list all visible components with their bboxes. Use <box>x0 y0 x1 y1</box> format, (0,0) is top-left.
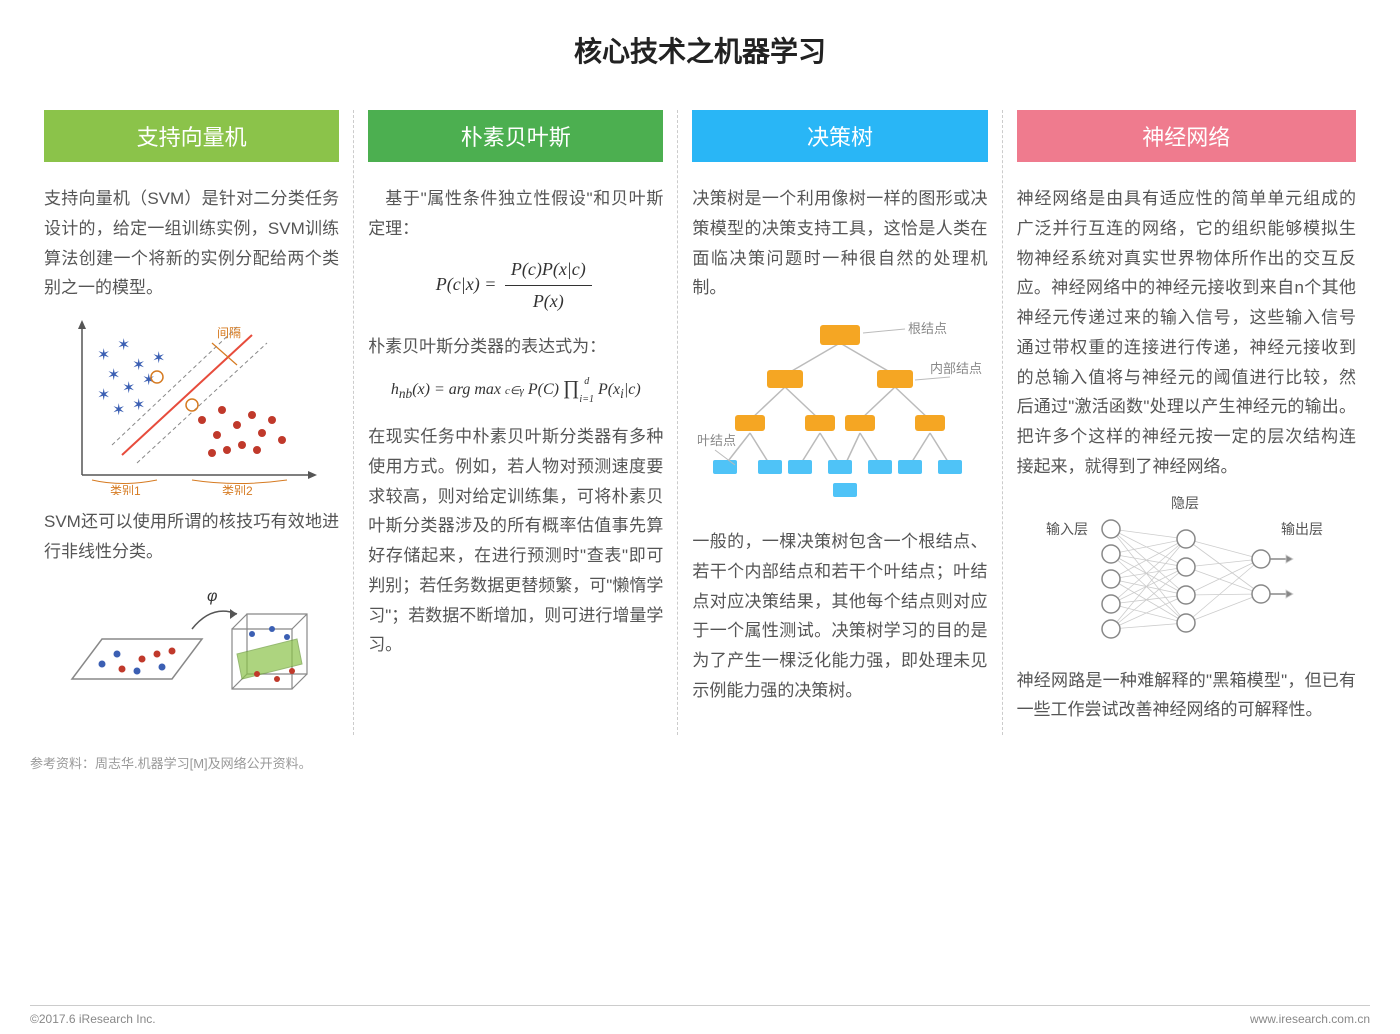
svg-text:✶: ✶ <box>152 350 165 367</box>
svm-paragraph-1: 支持向量机（SVM）是针对二分类任务设计的，给定一组训练实例，SVM训练算法创建… <box>44 184 339 303</box>
nn-hidden-label: 隐层 <box>1171 495 1199 511</box>
svm-kernel-diagram: φ <box>44 579 339 719</box>
svg-text:✶: ✶ <box>142 372 155 389</box>
nn-input-label: 输入层 <box>1046 521 1088 537</box>
columns-container: 支持向量机 支持向量机（SVM）是针对二分类任务设计的，给定一组训练实例，SVM… <box>30 110 1370 735</box>
nn-diagram: 隐层 输入层 输出层 <box>1017 494 1356 654</box>
header-tree: 决策树 <box>692 110 987 162</box>
header-nn: 神经网络 <box>1017 110 1356 162</box>
svg-text:✶: ✶ <box>107 367 120 384</box>
bayes-paragraph-1: 基于"属性条件独立性假设"和贝叶斯定理： <box>368 184 663 244</box>
svg-text:✶: ✶ <box>132 397 145 414</box>
decision-tree-diagram: 根结点 内部结点 叶结点 <box>692 315 987 515</box>
svg-text:✶: ✶ <box>112 402 125 419</box>
tree-internal-label: 内部结点 <box>930 361 982 376</box>
header-svm: 支持向量机 <box>44 110 339 162</box>
column-svm: 支持向量机 支持向量机（SVM）是针对二分类任务设计的，给定一组训练实例，SVM… <box>30 110 354 735</box>
tree-root-label: 根结点 <box>908 321 947 336</box>
tree-paragraph-2: 一般的，一棵决策树包含一个根结点、若干个内部结点和若干个叶结点；叶结点对应决策结… <box>692 527 987 706</box>
svg-text:✶: ✶ <box>122 380 135 397</box>
nn-paragraph-1: 神经网络是由具有适应性的简单单元组成的广泛并行互连的网络，它的组织能够模拟生物神… <box>1017 184 1356 482</box>
copyright-text: ©2017.6 iResearch Inc. <box>30 1012 156 1026</box>
svm-paragraph-2: SVM还可以使用所谓的核技巧有效地进行非线性分类。 <box>44 507 339 567</box>
svm-margin-label: 间隔 <box>217 326 241 340</box>
column-bayes: 朴素贝叶斯 基于"属性条件独立性假设"和贝叶斯定理： P(c|x) = P(c)… <box>354 110 678 735</box>
bayes-formula-1: P(c|x) = P(c)P(x|c) P(x) <box>368 254 663 318</box>
svm-class1-label: 类别1 <box>110 484 141 495</box>
reference-note: 参考资料：周志华.机器学习[M]及网络公开资料。 <box>30 753 1370 772</box>
svg-text:✶: ✶ <box>97 347 110 364</box>
bayes-paragraph-2: 朴素贝叶斯分类器的表达式为： <box>368 332 663 362</box>
column-nn: 神经网络 神经网络是由具有适应性的简单单元组成的广泛并行互连的网络，它的组织能够… <box>1003 110 1370 735</box>
nn-output-label: 输出层 <box>1281 521 1323 537</box>
tree-paragraph-1: 决策树是一个利用像树一样的图形或决策模型的决策支持工具，这恰是人类在面临决策问题… <box>692 184 987 303</box>
footer: ©2017.6 iResearch Inc. www.iresearch.com… <box>30 1005 1370 1026</box>
svg-text:✶: ✶ <box>117 337 130 354</box>
svm-class2-label: 类别2 <box>222 484 253 495</box>
column-tree: 决策树 决策树是一个利用像树一样的图形或决策模型的决策支持工具，这恰是人类在面临… <box>678 110 1002 735</box>
nn-paragraph-2: 神经网路是一种难解释的"黑箱模型"，但已有一些工作尝试改善神经网络的可解释性。 <box>1017 666 1356 726</box>
header-bayes: 朴素贝叶斯 <box>368 110 663 162</box>
bayes-paragraph-3: 在现实任务中朴素贝叶斯分类器有多种使用方式。例如，若人物对预测速度要求较高，则对… <box>368 422 663 660</box>
svg-text:✶: ✶ <box>97 387 110 404</box>
tree-leaf-label: 叶结点 <box>697 433 736 448</box>
page-title: 核心技术之机器学习 <box>30 30 1370 70</box>
svm-phi-label: φ <box>207 588 217 605</box>
site-url: www.iresearch.com.cn <box>1250 1012 1370 1026</box>
svm-scatter-diagram: 间隔 ✶✶ ✶✶ ✶✶ ✶✶ ✶✶ <box>44 315 339 495</box>
bayes-formula-2: hnb(x) = arg max c∈γ P(C) ∏di=1 P(xi|c) <box>368 371 663 408</box>
